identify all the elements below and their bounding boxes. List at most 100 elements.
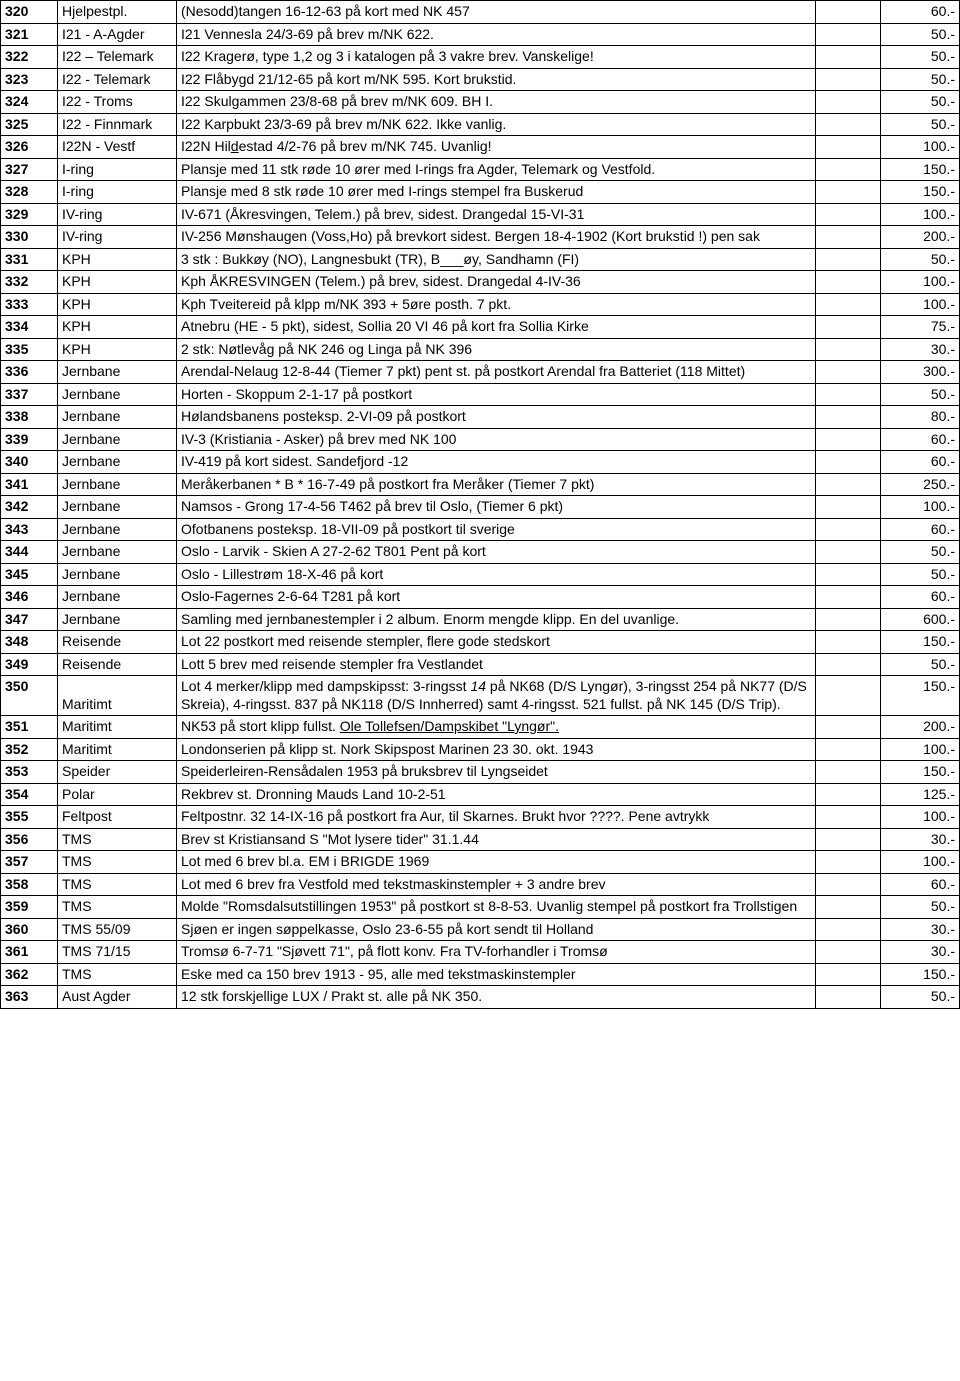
lot-number: 329 (1, 203, 58, 226)
lot-price: 150.- (881, 158, 960, 181)
table-row: 339JernbaneIV-3 (Kristiania - Asker) på … (1, 428, 960, 451)
lot-price: 80.- (881, 406, 960, 429)
lot-description: Oslo - Lillestrøm 18-X-46 på kort (177, 563, 816, 586)
table-row: 356TMSBrev st Kristiansand S "Mot lysere… (1, 828, 960, 851)
lot-description: Arendal-Nelaug 12-8-44 (Tiemer 7 pkt) pe… (177, 361, 816, 384)
lot-price: 60.- (881, 1, 960, 24)
lot-description: Molde "Romsdalsutstillingen 1953" på pos… (177, 896, 816, 919)
lot-price: 600.- (881, 608, 960, 631)
lot-number: 342 (1, 496, 58, 519)
lot-price: 300.- (881, 361, 960, 384)
lot-description: Eske med ca 150 brev 1913 - 95, alle med… (177, 963, 816, 986)
lot-description: Hølandsbanens posteksp. 2-VI-09 på postk… (177, 406, 816, 429)
lot-number: 320 (1, 1, 58, 24)
lot-price: 50.- (881, 68, 960, 91)
blank-cell (816, 896, 881, 919)
lot-price: 100.- (881, 851, 960, 874)
lot-category: Jernbane (58, 608, 177, 631)
blank-cell (816, 496, 881, 519)
lot-number: 327 (1, 158, 58, 181)
lot-number: 351 (1, 716, 58, 739)
lot-price: 200.- (881, 226, 960, 249)
lot-description: Meråkerbanen * B * 16-7-49 på postkort f… (177, 473, 816, 496)
lot-number: 321 (1, 23, 58, 46)
lot-description: I22 Flåbygd 21/12-65 på kort m/NK 595. K… (177, 68, 816, 91)
lot-price: 150.- (881, 631, 960, 654)
lot-category: I-ring (58, 181, 177, 204)
blank-cell (816, 316, 881, 339)
table-row: 323I22 - TelemarkI22 Flåbygd 21/12-65 på… (1, 68, 960, 91)
lot-description: 3 stk : Bukkøy (NO), Langnesbukt (TR), B… (177, 248, 816, 271)
lot-number: 341 (1, 473, 58, 496)
lot-category: Maritimt (58, 676, 177, 716)
lot-category: IV-ring (58, 203, 177, 226)
blank-cell (816, 428, 881, 451)
blank-cell (816, 158, 881, 181)
lot-price: 60.- (881, 586, 960, 609)
lot-number: 332 (1, 271, 58, 294)
lot-price: 30.- (881, 828, 960, 851)
table-row: 327I-ringPlansje med 11 stk røde 10 ører… (1, 158, 960, 181)
lot-price: 100.- (881, 293, 960, 316)
lot-number: 336 (1, 361, 58, 384)
blank-cell (816, 451, 881, 474)
lot-category: Reisende (58, 653, 177, 676)
lot-category: KPH (58, 338, 177, 361)
lot-description: Oslo-Fagernes 2-6-64 T281 på kort (177, 586, 816, 609)
table-row: 348ReisendeLot 22 postkort med reisende … (1, 631, 960, 654)
lot-description: I22N Hildestad 4/2-76 på brev m/NK 745. … (177, 136, 816, 159)
blank-cell (816, 631, 881, 654)
lot-price: 30.- (881, 338, 960, 361)
lot-number: 358 (1, 873, 58, 896)
blank-cell (816, 23, 881, 46)
lot-category: IV-ring (58, 226, 177, 249)
lot-category: TMS (58, 851, 177, 874)
table-row: 320Hjelpestpl.(Nesodd)tangen 16-12-63 på… (1, 1, 960, 24)
lot-price: 100.- (881, 136, 960, 159)
lot-number: 347 (1, 608, 58, 631)
blank-cell (816, 963, 881, 986)
lot-category: Aust Agder (58, 986, 177, 1009)
table-row: 347JernbaneSamling med jernbanestempler … (1, 608, 960, 631)
lot-number: 362 (1, 963, 58, 986)
lot-price: 125.- (881, 783, 960, 806)
lot-category: Polar (58, 783, 177, 806)
lot-description: Oslo - Larvik - Skien A 27-2-62 T801 Pen… (177, 541, 816, 564)
lot-description: IV-256 Mønshaugen (Voss,Ho) på brevkort … (177, 226, 816, 249)
lot-category: Feltpost (58, 806, 177, 829)
lot-number: 334 (1, 316, 58, 339)
lot-category: Hjelpestpl. (58, 1, 177, 24)
lot-description: Speiderleiren-Rensådalen 1953 på bruksbr… (177, 761, 816, 784)
lot-price: 50.- (881, 23, 960, 46)
lot-description: Lot med 6 brev fra Vestfold med tekstmas… (177, 873, 816, 896)
blank-cell (816, 586, 881, 609)
lot-number: 326 (1, 136, 58, 159)
lot-category: TMS (58, 896, 177, 919)
blank-cell (816, 761, 881, 784)
table-row: 357TMSLot med 6 brev bl.a. EM i BRIGDE 1… (1, 851, 960, 874)
table-row: 363Aust Agder12 stk forskjellige LUX / P… (1, 986, 960, 1009)
lot-category: Jernbane (58, 406, 177, 429)
blank-cell (816, 563, 881, 586)
lot-category: I22 – Telemark (58, 46, 177, 69)
table-row: 361TMS 71/15Tromsø 6-7-71 "Sjøvett 71", … (1, 941, 960, 964)
blank-cell (816, 676, 881, 716)
lot-description: Rekbrev st. Dronning Mauds Land 10-2-51 (177, 783, 816, 806)
lot-number: 340 (1, 451, 58, 474)
lot-number: 324 (1, 91, 58, 114)
lot-number: 360 (1, 918, 58, 941)
table-row: 324I22 - TromsI22 Skulgammen 23/8-68 på … (1, 91, 960, 114)
blank-cell (816, 653, 881, 676)
table-row: 322I22 – TelemarkI22 Kragerø, type 1,2 o… (1, 46, 960, 69)
lot-category: KPH (58, 248, 177, 271)
lot-description: Kph ÅKRESVINGEN (Telem.) på brev, sidest… (177, 271, 816, 294)
lot-number: 363 (1, 986, 58, 1009)
table-row: 340JernbaneIV-419 på kort sidest. Sandef… (1, 451, 960, 474)
table-row: 325I22 - FinnmarkI22 Karpbukt 23/3-69 på… (1, 113, 960, 136)
blank-cell (816, 248, 881, 271)
lot-description: I22 Skulgammen 23/8-68 på brev m/NK 609.… (177, 91, 816, 114)
table-row: 344JernbaneOslo - Larvik - Skien A 27-2-… (1, 541, 960, 564)
lot-price: 50.- (881, 383, 960, 406)
lot-price: 30.- (881, 941, 960, 964)
lot-category: Jernbane (58, 383, 177, 406)
